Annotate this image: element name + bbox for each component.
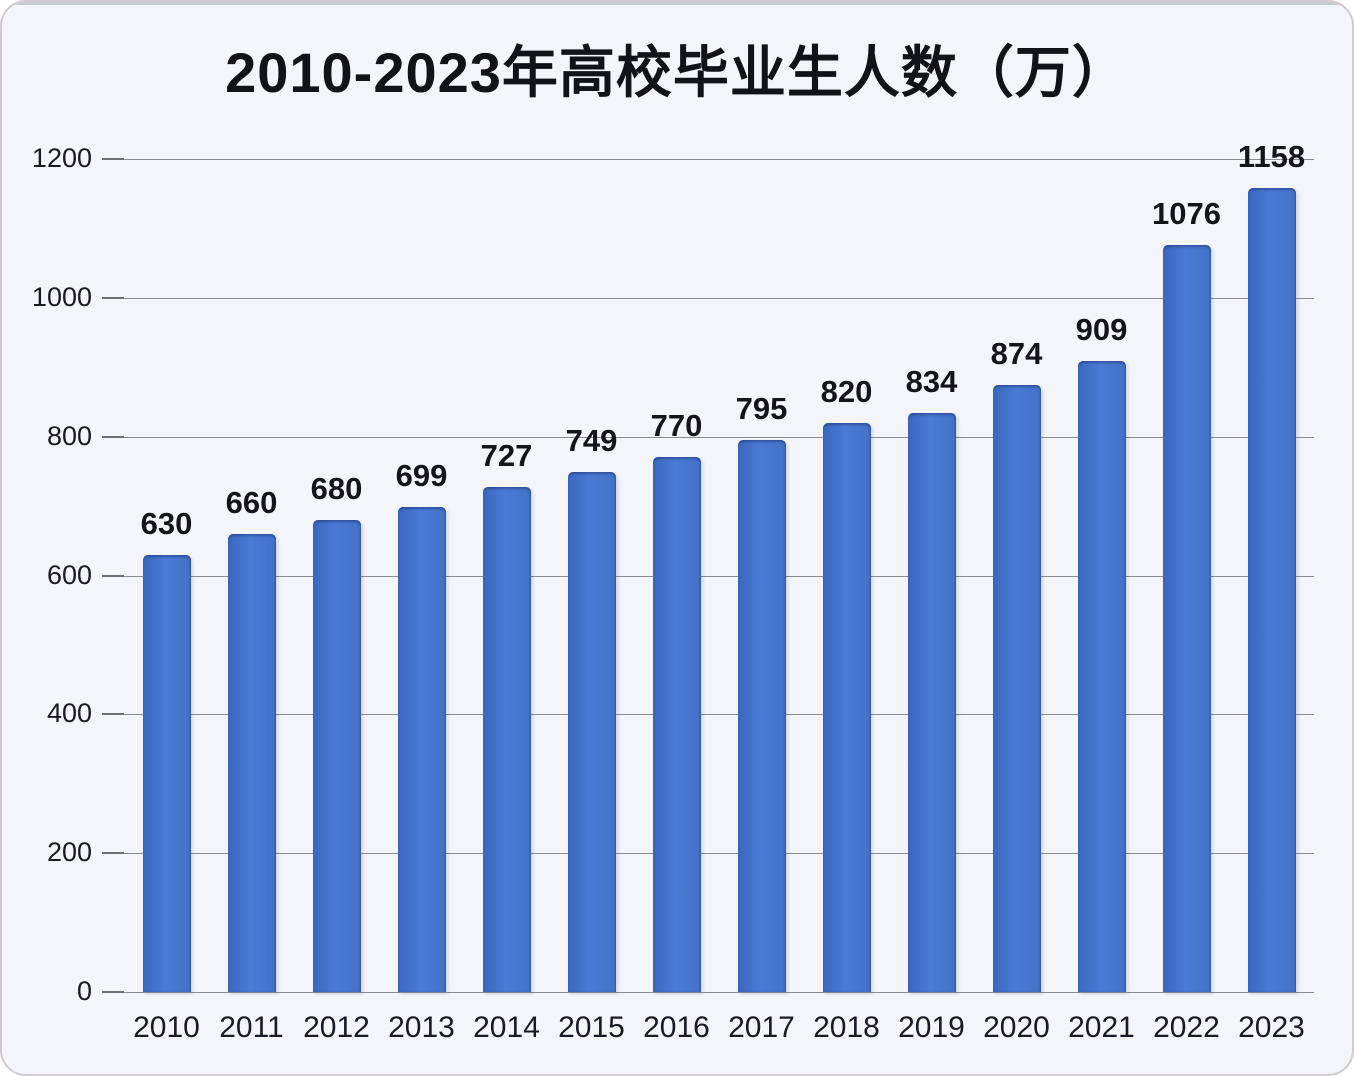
gridline	[124, 297, 1314, 299]
bar	[1247, 188, 1296, 992]
y-axis-label: 200	[46, 837, 92, 868]
bar-value-label: 680	[310, 470, 363, 506]
bar	[397, 506, 446, 992]
bar	[652, 457, 701, 992]
bar-value-label: 660	[225, 484, 278, 520]
bar-value-label: 749	[565, 423, 618, 459]
bar	[1077, 361, 1126, 992]
y-axis-tick	[102, 991, 124, 993]
x-axis-label: 2013	[388, 1011, 455, 1044]
bar-value-label: 834	[905, 364, 958, 400]
bar	[227, 533, 276, 992]
y-axis-tick	[102, 435, 124, 438]
gridline	[124, 575, 1314, 577]
bar-value-label: 630	[140, 505, 193, 541]
x-axis-label: 2011	[219, 1011, 284, 1044]
y-axis-label: 1200	[31, 143, 92, 173]
gridline	[124, 714, 1314, 716]
bar	[312, 519, 361, 992]
x-axis-label: 2012	[303, 1011, 370, 1044]
bar-value-label: 699	[395, 457, 448, 493]
gridline	[124, 853, 1314, 855]
gridline	[124, 436, 1314, 438]
x-axis-label: 2015	[558, 1011, 625, 1044]
y-axis-tick	[102, 158, 124, 160]
y-axis-label: 400	[46, 698, 92, 729]
y-axis-label: 600	[46, 559, 92, 590]
bar-value-label: 874	[990, 336, 1043, 372]
y-axis-label: 0	[76, 976, 92, 1006]
x-axis-label: 2019	[898, 1011, 965, 1044]
bar	[567, 472, 616, 992]
x-axis-label: 2016	[643, 1011, 710, 1044]
bar-value-label: 820	[820, 373, 873, 409]
y-axis-tick	[102, 713, 124, 716]
bar-value-label: 770	[650, 408, 703, 444]
x-axis-label: 2018	[813, 1011, 880, 1044]
x-axis-label: 2010	[133, 1011, 200, 1044]
bar	[822, 422, 871, 992]
y-axis-tick	[102, 852, 124, 855]
y-axis-label: 800	[46, 420, 92, 451]
x-axis-label: 2023	[1238, 1011, 1305, 1044]
x-axis-label: 2022	[1153, 1011, 1220, 1044]
x-axis-label: 2021	[1068, 1011, 1135, 1044]
bar	[907, 413, 956, 992]
bar	[992, 385, 1041, 992]
x-axis-label: 2014	[473, 1011, 540, 1044]
bar-value-label: 1158	[1237, 139, 1306, 175]
bar-value-label: 795	[735, 391, 788, 427]
x-axis-label: 2017	[728, 1011, 795, 1044]
bar-value-label: 1076	[1152, 196, 1221, 232]
bar-value-label: 727	[480, 438, 533, 474]
gridline	[124, 992, 1314, 993]
gridline	[124, 159, 1314, 160]
bar	[142, 554, 191, 992]
bar	[482, 487, 531, 992]
chart-title: 2010-2023年高校毕业生人数（万）	[225, 41, 1129, 104]
y-axis-tick	[102, 296, 124, 299]
y-axis-tick	[102, 574, 124, 577]
bar	[1162, 245, 1211, 992]
y-axis-label: 1000	[31, 281, 92, 312]
x-axis-label: 2020	[983, 1011, 1050, 1044]
bar	[737, 440, 786, 992]
bar-value-label: 909	[1075, 312, 1128, 347]
